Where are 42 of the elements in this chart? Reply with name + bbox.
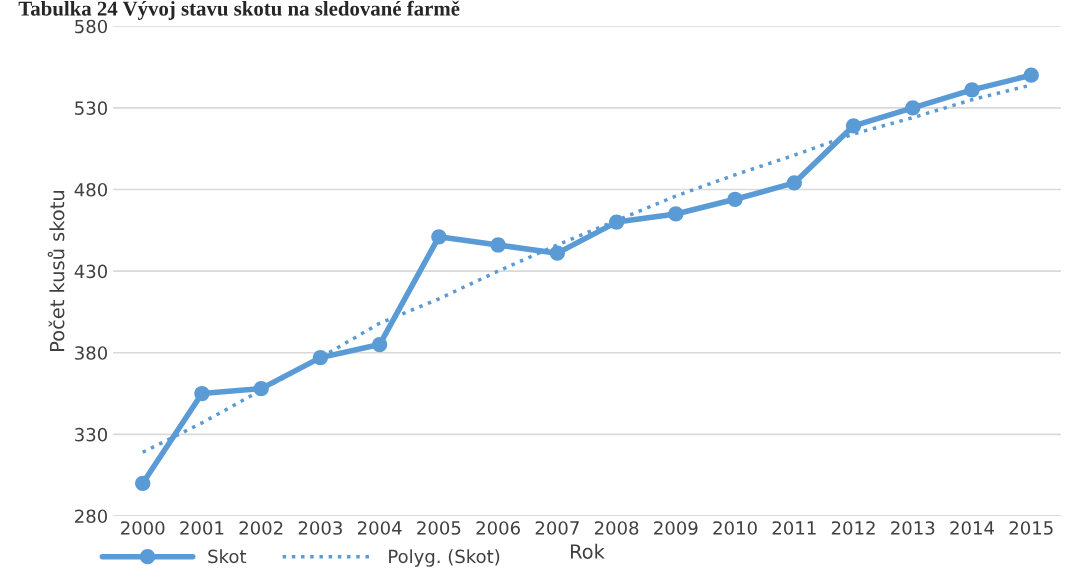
y-tick-label: 430 [74, 264, 108, 279]
x-tick-label: 2009 [654, 521, 698, 535]
point [135, 475, 151, 491]
x-tick-label: 2000 [121, 521, 165, 535]
x-tick-label: 2013 [891, 521, 935, 535]
point [194, 385, 210, 402]
point [905, 100, 921, 116]
x-tick-label: 2011 [772, 521, 816, 535]
x-tick-label: 2006 [476, 521, 520, 535]
point [727, 191, 743, 207]
y-axis-title: Počet kusů skotu [47, 191, 65, 351]
point [549, 245, 565, 261]
point [1023, 67, 1039, 83]
point [490, 237, 506, 253]
x-tick-label: 2015 [1009, 521, 1053, 535]
x-tick-label: 2001 [180, 521, 224, 535]
point [964, 82, 980, 98]
x-tick-label: 2002 [239, 521, 283, 535]
y-tick-label: 480 [74, 182, 108, 197]
y-tick-label: 280 [75, 509, 108, 524]
x-tick-label: 2008 [594, 521, 639, 535]
legend-label: Polyg. (Skot) [389, 549, 500, 567]
point [668, 206, 684, 222]
x-tick-label: 2014 [950, 521, 994, 535]
x-tick-label: 2003 [298, 521, 342, 535]
chart-title: Tabulka 24 Vývoj stavu skotu na sledované farmě [18, 0, 460, 20]
y-tick-label: 530 [75, 101, 108, 115]
x-axis-title: Rok [570, 543, 605, 559]
point [845, 118, 862, 134]
y-tick-label: 580 [75, 19, 108, 34]
x-tick-label: 2004 [357, 521, 402, 535]
x-tick-label: 2012 [831, 521, 875, 535]
x-tick-label: 2005 [417, 521, 461, 535]
point [431, 229, 447, 245]
y-tick-label: 330 [75, 427, 108, 442]
point [786, 175, 802, 191]
x-tick-label: 2007 [535, 521, 579, 535]
y-tick-label: 380 [75, 346, 108, 360]
legend-label: Skot [208, 549, 247, 564]
point [608, 214, 625, 230]
point [372, 336, 388, 353]
x-tick-label: 2010 [713, 521, 757, 535]
